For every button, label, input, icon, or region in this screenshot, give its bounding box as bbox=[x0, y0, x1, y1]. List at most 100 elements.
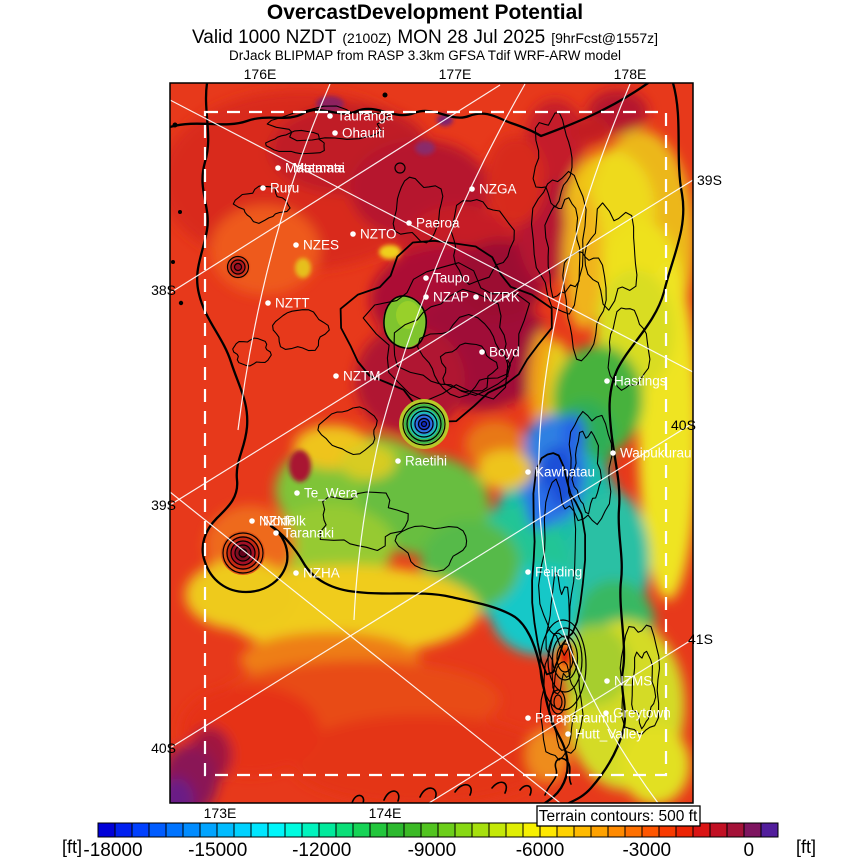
station-raetihi: Raetihi bbox=[395, 454, 447, 469]
northwest-spot-rings bbox=[226, 255, 250, 279]
colorbar-cell bbox=[165, 822, 184, 838]
colorbar-cell bbox=[250, 822, 269, 838]
station-label: Kawhatau bbox=[535, 465, 595, 480]
axis-label-40s: 40S bbox=[671, 417, 696, 433]
units-left: [ft] bbox=[62, 837, 82, 857]
station-label: Norfolk bbox=[263, 514, 306, 529]
colorbar-cell bbox=[352, 822, 371, 838]
terrain-contours bbox=[232, 105, 661, 761]
units-right: [ft] bbox=[796, 837, 816, 857]
station-dot bbox=[565, 731, 571, 737]
station-label: NZES bbox=[303, 238, 339, 253]
colorbar-cell bbox=[505, 822, 524, 838]
station-nzrk: NZRK bbox=[473, 290, 520, 305]
tararua-ridge-rings bbox=[539, 619, 587, 715]
colorbar-cell bbox=[301, 822, 320, 838]
station-label: Ruru bbox=[270, 181, 299, 196]
station-dot bbox=[525, 469, 531, 475]
station-label: Greytown bbox=[613, 706, 671, 721]
station-label: NZTT bbox=[275, 296, 310, 311]
axis-label-38s: 38S bbox=[151, 282, 176, 298]
station-label: NZAP bbox=[433, 290, 469, 305]
colorbar-cell bbox=[403, 822, 422, 838]
colorbar-cell bbox=[335, 822, 354, 838]
colorbar-cell bbox=[743, 822, 762, 838]
station-label: Te_Wera bbox=[304, 486, 358, 501]
station-dot bbox=[333, 373, 339, 379]
station-label: NZTM bbox=[343, 369, 381, 384]
station-kawhatau: Kawhatau bbox=[525, 465, 595, 480]
station-label: Tauranga bbox=[337, 109, 394, 124]
station-label: Feilding bbox=[535, 565, 582, 580]
axis-label-40s: 40S bbox=[151, 740, 176, 756]
station-label: Paraparaumu bbox=[535, 711, 617, 726]
station-dot bbox=[395, 458, 401, 464]
axis-label-174e: 174E bbox=[369, 805, 402, 821]
station-waipukurau: Waipukurau bbox=[610, 446, 692, 461]
station-label: Hutt_Valley bbox=[575, 727, 643, 742]
station-dot bbox=[275, 165, 281, 171]
axis-labels: 176E 177E 178E 173E 174E 38S 39S 40S 39S 40S 41S bbox=[151, 66, 722, 821]
page-title: OvercastDevelopment Potential bbox=[266, 1, 584, 24]
station-dot bbox=[423, 294, 429, 300]
station-dot bbox=[332, 130, 338, 136]
valid-time-line: Valid 1000 NZDT (2100Z) MON 28 Jul 2025 [9h… bbox=[0, 27, 850, 49]
colorbar-cell bbox=[148, 822, 167, 838]
lake-taupo bbox=[383, 295, 428, 350]
station-dot bbox=[610, 450, 616, 456]
station-label: Hastings bbox=[614, 374, 667, 389]
station-nzha: NZHA bbox=[293, 566, 340, 581]
colorbar-tick-label: -18000 bbox=[83, 840, 142, 860]
station-tauranga: Tauranga bbox=[327, 109, 394, 124]
station-label: Matamai bbox=[293, 161, 345, 176]
station-hutt_valley: Hutt_Valley bbox=[565, 727, 643, 742]
colorbar-cell bbox=[471, 822, 490, 838]
station-dot bbox=[273, 530, 279, 536]
station-nztt: NZTT bbox=[265, 296, 310, 311]
station-taupo: Taupo bbox=[423, 271, 470, 286]
station-feilding: Feilding bbox=[525, 565, 582, 580]
axis-label-39s: 39S bbox=[151, 497, 176, 513]
station-dot bbox=[604, 378, 610, 384]
station-dot bbox=[479, 349, 485, 355]
station-nzga: NZGA bbox=[469, 182, 517, 197]
station-nzms: NZMS bbox=[604, 674, 652, 689]
station-matamai: Matamai bbox=[293, 161, 345, 176]
station-ruru: Ruru bbox=[260, 181, 299, 196]
station-nzto: NZTO bbox=[350, 227, 397, 242]
station-dot bbox=[423, 275, 429, 281]
station-label: Waipukurau bbox=[620, 446, 692, 461]
colorbar-cell bbox=[318, 822, 337, 838]
station-dot bbox=[265, 300, 271, 306]
station-paraparaumu: Paraparaumu bbox=[525, 711, 617, 726]
station-nztm: NZTM bbox=[333, 369, 381, 384]
station-label: Matamata bbox=[285, 161, 346, 176]
station-label: NZRK bbox=[483, 290, 520, 305]
colorbar-cell bbox=[369, 822, 388, 838]
station-dot bbox=[603, 710, 609, 716]
station-label: Ohauiti bbox=[342, 126, 385, 141]
station-matamata: Matamata bbox=[275, 161, 346, 176]
station-ohauiti: Ohauiti bbox=[332, 126, 385, 141]
station-nzes: NZES bbox=[293, 238, 339, 253]
axis-label-178e: 178E bbox=[614, 66, 647, 82]
station-label: Taranaki bbox=[283, 526, 334, 541]
colorbar-tick-label: 0 bbox=[744, 840, 755, 860]
colorbar-cell bbox=[726, 822, 745, 838]
map-frame bbox=[169, 82, 694, 804]
station-hastings: Hastings bbox=[604, 374, 667, 389]
domain-boundary bbox=[203, 110, 668, 777]
station-dot bbox=[525, 569, 531, 575]
station-label: Boyd bbox=[489, 345, 520, 360]
station-nzap: NZAP bbox=[423, 290, 469, 305]
station-dot bbox=[293, 570, 299, 576]
station-label: Raetihi bbox=[405, 454, 447, 469]
colorbar-ticks: -18000 -15000 -12000 -9000 -6000 -3000 0 bbox=[83, 840, 754, 860]
colorbar-cell bbox=[386, 822, 405, 838]
colorbar-cell bbox=[216, 822, 235, 838]
axis-label-39s: 39S bbox=[697, 172, 722, 188]
station-label: Taupo bbox=[433, 271, 470, 286]
station-label: NZHA bbox=[303, 566, 340, 581]
